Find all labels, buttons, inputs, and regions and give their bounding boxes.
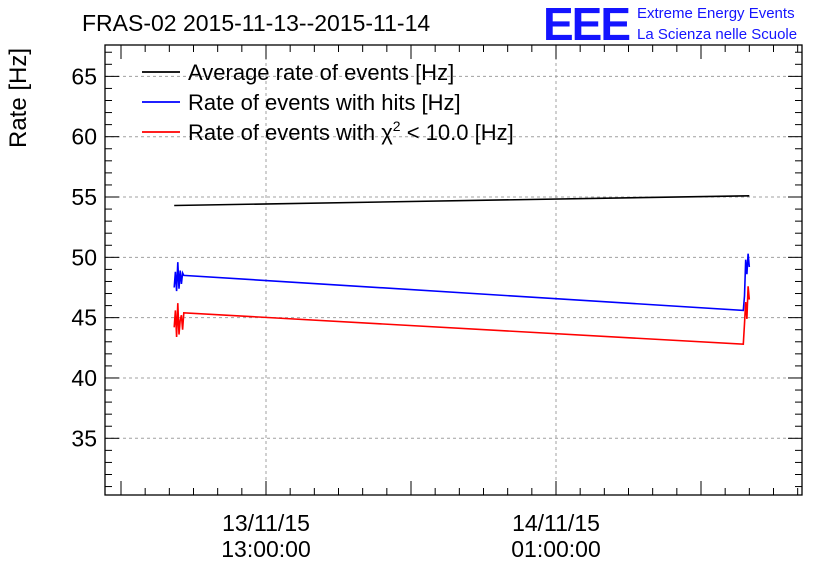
- series-line-3: [173, 286, 751, 346]
- y-tick-label: 45: [71, 305, 97, 331]
- axis-ticks: [105, 45, 802, 495]
- y-tick-label: 60: [71, 124, 97, 150]
- y-tick-label: 50: [71, 244, 97, 270]
- logo-letters: EEE: [543, 0, 629, 50]
- chart-title: FRAS-02 2015-11-13--2015-11-14: [82, 10, 430, 36]
- y-tick-labels: 35 40 45 50 55 60 65: [71, 63, 97, 451]
- series-line-2: [173, 253, 751, 312]
- data-series: [173, 195, 751, 346]
- legend-label-3: Rate of events with χ2 < 10.0 [Hz]: [188, 118, 514, 145]
- legend-label-1: Average rate of events [Hz]: [188, 60, 454, 85]
- x-tick-date: 14/11/15: [512, 510, 600, 536]
- x-tick-date: 13/11/15: [222, 510, 310, 536]
- plot-frame: [104, 44, 803, 496]
- x-tick-time: 01:00:00: [511, 536, 601, 562]
- y-tick-label: 55: [71, 184, 97, 210]
- y-tick-label: 40: [71, 365, 97, 391]
- y-tick-label: 35: [71, 425, 97, 451]
- grid: [105, 45, 802, 495]
- y-tick-label: 65: [71, 63, 97, 89]
- logo-line-2: La Scienza nelle Scuole: [637, 26, 797, 43]
- legend: Average rate of events [Hz] Rate of event…: [142, 60, 514, 145]
- legend-label-2: Rate of events with hits [Hz]: [188, 90, 461, 115]
- series-line-1: [174, 195, 750, 207]
- logo-line-1: Extreme Energy Events: [637, 5, 795, 22]
- y-axis-label: Rate [Hz]: [5, 48, 32, 148]
- eee-logo: EEE Extreme Energy Events La Scienza nel…: [543, 0, 797, 50]
- x-tick-time: 13:00:00: [221, 536, 311, 562]
